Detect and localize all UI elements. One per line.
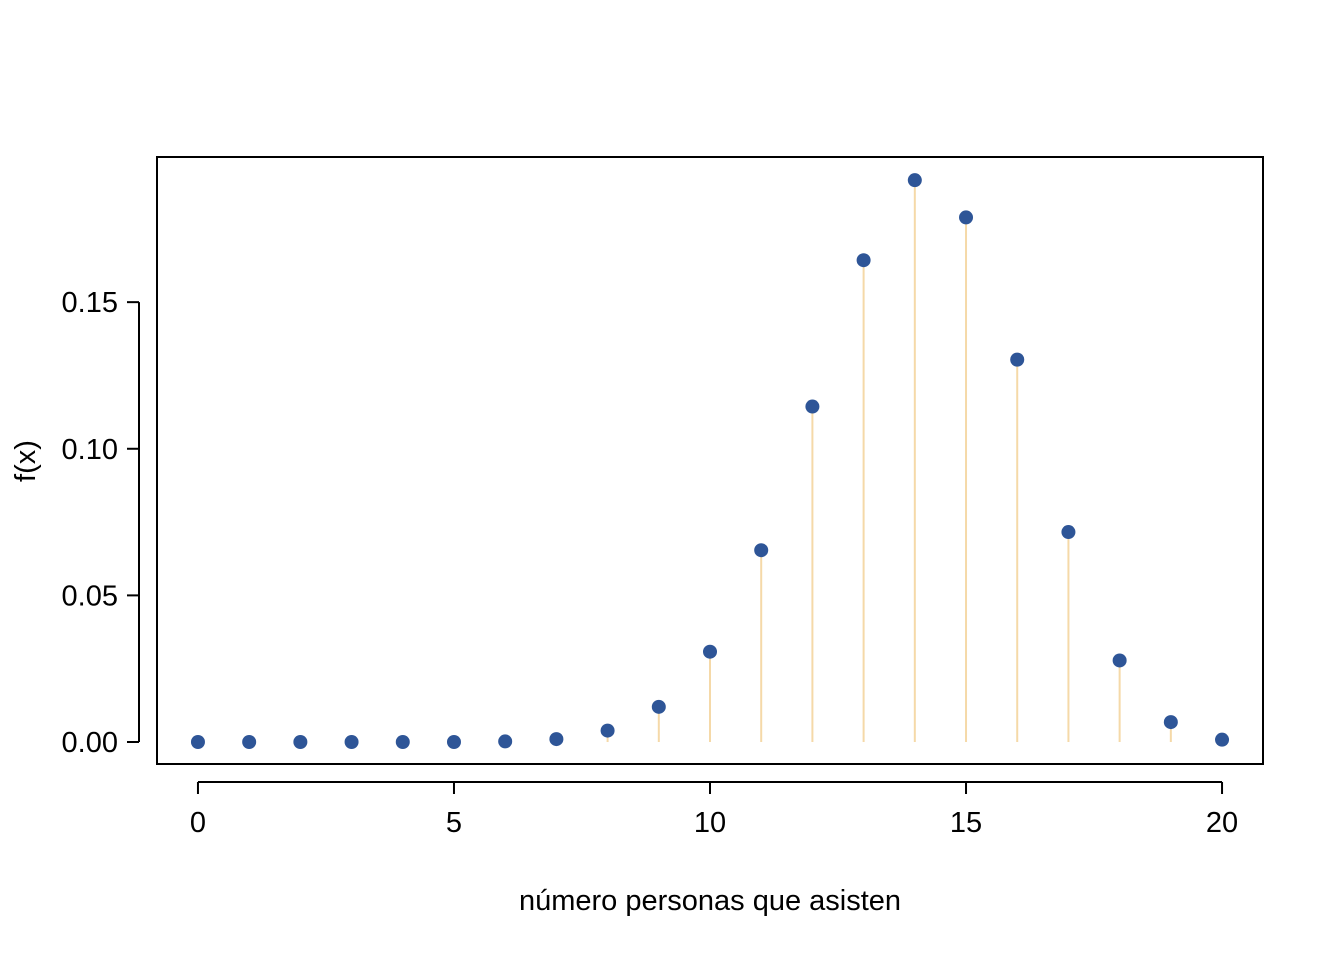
data-points: [190, 173, 1230, 750]
x-tick-label: 10: [694, 807, 726, 839]
y-tick-label: 0.00: [62, 727, 118, 759]
data-point: [907, 173, 922, 188]
data-point: [754, 543, 769, 558]
x-axis-title: número personas que asisten: [519, 885, 901, 917]
x-axis: 0 5 10 15 20: [190, 781, 1238, 839]
x-tick-label: 0: [190, 807, 206, 839]
data-point: [703, 644, 717, 659]
data-point: [1163, 715, 1178, 730]
data-point: [856, 253, 871, 268]
y-axis: 0.00 0.05 0.10 0.15: [62, 287, 140, 759]
data-point: [190, 735, 205, 750]
data-point: [1061, 525, 1076, 540]
data-point: [805, 399, 820, 414]
data-point: [651, 699, 666, 714]
x-tick-label: 5: [446, 807, 462, 839]
data-point: [600, 723, 615, 738]
data-point: [498, 734, 513, 749]
data-point: [344, 735, 359, 750]
x-tick-label: 15: [950, 807, 982, 839]
y-tick-label: 0.15: [62, 287, 118, 319]
data-point: [959, 210, 974, 225]
y-axis-title: f(x): [10, 440, 42, 482]
data-point: [1010, 352, 1025, 367]
y-tick-label: 0.10: [62, 434, 118, 466]
data-point: [446, 735, 461, 750]
data-point: [293, 735, 308, 750]
data-point: [242, 735, 257, 750]
data-point: [549, 732, 564, 747]
x-tick-label: 20: [1206, 807, 1238, 839]
y-tick-label: 0.05: [62, 580, 118, 612]
data-point: [1215, 732, 1230, 747]
data-point: [395, 735, 410, 750]
data-point: [1112, 653, 1127, 668]
plot-frame: [156, 156, 1264, 765]
